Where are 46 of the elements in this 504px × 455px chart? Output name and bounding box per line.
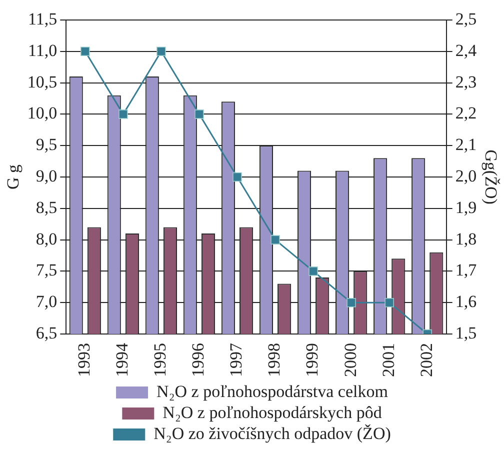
y-tick-label: 9,5 (36, 135, 58, 154)
y2-tick-label: 2,3 (455, 72, 477, 92)
point (384, 298, 394, 308)
point (118, 110, 128, 119)
x-tick-label: 1996 (188, 343, 208, 377)
y2-tick-label: 1,6 (455, 292, 477, 312)
y-tick-label: 7,5 (36, 260, 58, 280)
x-tick-label: 1995 (150, 343, 170, 377)
y-tick-label: 8,0 (36, 229, 58, 248)
point (80, 46, 90, 56)
legend-label: N₂O z poľnohospodárskych pôd (162, 402, 382, 422)
y-axis-title: G g (4, 164, 23, 190)
y-tick-label: 10,0 (27, 104, 58, 123)
point (346, 298, 356, 308)
point (156, 46, 166, 56)
point (270, 235, 280, 244)
y2-tick-label: 2,4 (455, 40, 478, 60)
x-tick-label: 1997 (226, 342, 246, 377)
point (308, 266, 318, 276)
y-tick-label: 11,0 (28, 40, 58, 60)
y-tick-label: 11,5 (28, 9, 58, 28)
y2-tick-label: 2,1 (455, 135, 477, 154)
y2-tick-label: 1,7 (455, 260, 478, 280)
y2-tick-label: 1,5 (455, 323, 477, 342)
y2-tick-label: 2,0 (455, 166, 477, 186)
x-tick-label: 1999 (302, 343, 322, 377)
legend-label: N₂O zo živočíšnych odpadov (ŽO) (154, 424, 391, 443)
y2-tick-label: 1,8 (455, 229, 477, 248)
y-tick-label: 10,5 (27, 72, 58, 92)
y-tick-label: 6,5 (36, 323, 58, 342)
y2-axis-title: Gg(ŽO) (481, 150, 500, 204)
x-tick-label: 2000 (340, 343, 360, 377)
x-tick-label: 1994 (112, 342, 132, 377)
x-tick-label: 1998 (264, 343, 284, 377)
y-tick-label: 8,5 (36, 198, 58, 217)
y2-tick-label: 1,9 (455, 198, 477, 217)
legend-label: N₂O z poľnohospodárstva celkom (156, 382, 388, 401)
y2-tick-label: 2,5 (455, 9, 477, 28)
x-tick-label: 1993 (74, 343, 94, 377)
point (194, 110, 204, 119)
y-tick-label: 9,0 (36, 166, 58, 186)
point (232, 172, 242, 182)
x-tick-label: 2002 (416, 343, 436, 377)
y2-tick-label: 2,2 (455, 104, 477, 123)
y-tick-label: 7,0 (36, 292, 58, 312)
x-tick-label: 2001 (378, 343, 398, 377)
